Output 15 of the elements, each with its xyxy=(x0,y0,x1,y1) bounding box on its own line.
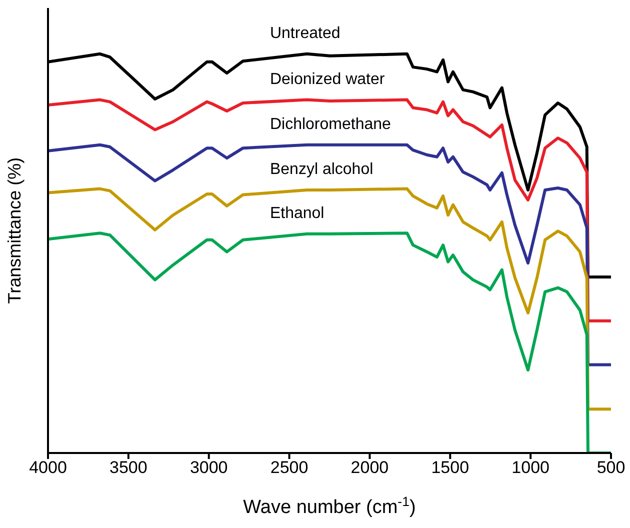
x-tick-label: 2000 xyxy=(350,458,389,478)
series-label: Dichloromethane xyxy=(270,116,392,133)
x-tick-label: 3500 xyxy=(110,458,148,478)
x-tick-label: 2500 xyxy=(270,458,308,478)
x-tick-label: 3000 xyxy=(190,458,228,478)
series-label: Deionized water xyxy=(270,70,386,88)
x-axis-title: Wave number (cm$^{-1}$) xyxy=(243,494,416,518)
series-label: Ethanol xyxy=(270,204,324,222)
x-tick-label: 4000 xyxy=(29,458,67,478)
series-label: Untreated xyxy=(270,24,340,42)
x-tick-label: 500 xyxy=(596,458,626,478)
y-axis-title: Transmittance (%) xyxy=(4,157,24,304)
x-tick-label: 1000 xyxy=(512,458,550,478)
series-label: Benzyl alcohol xyxy=(270,160,374,178)
x-tick-label: 1500 xyxy=(431,458,470,478)
